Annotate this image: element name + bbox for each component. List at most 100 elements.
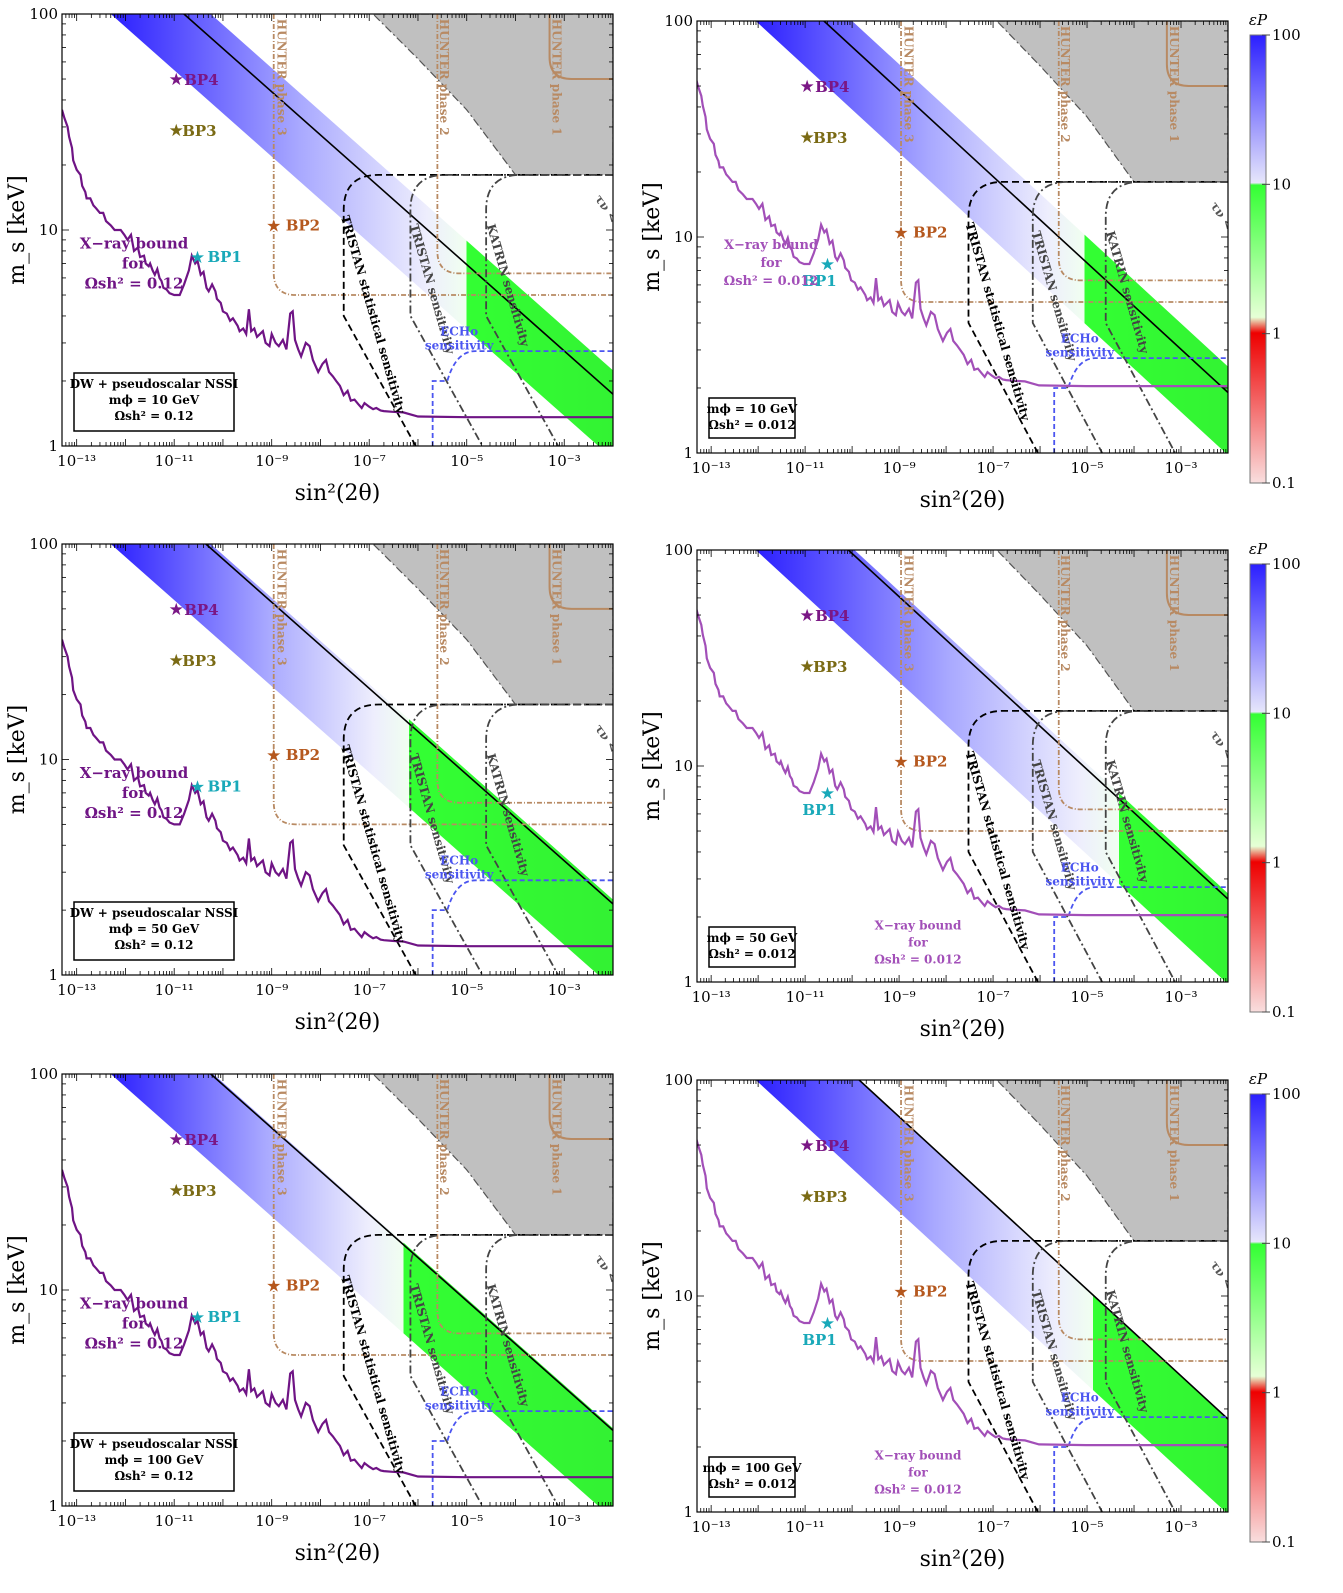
benchmark-star-bp2: ★ xyxy=(893,223,908,243)
benchmark-star-bp4: ★ xyxy=(799,77,814,97)
echo-curve xyxy=(1053,886,1228,982)
colorbar-tick-label: 1 xyxy=(1272,325,1282,343)
x-tick-label: 10⁻¹¹ xyxy=(786,459,825,477)
y-tick-label: 1 xyxy=(48,437,58,455)
hunter-phase2-curve xyxy=(1057,21,1228,282)
colorbar-tick-label: 0.1 xyxy=(1272,474,1296,492)
colorbar-tick-label: 100 xyxy=(1272,26,1301,44)
benchmark-label-bp3: BP3 xyxy=(813,1188,847,1206)
benchmark-label-bp1: BP1 xyxy=(207,1308,241,1326)
xray-bound-label-2: for xyxy=(122,784,147,802)
echo-label: ECHo xyxy=(440,854,478,868)
colorbar-tick-label: 1 xyxy=(1272,1384,1282,1402)
x-tick-label: 10⁻⁷ xyxy=(353,1512,386,1530)
hunter-phase2-curve xyxy=(436,1074,613,1335)
xray-bound-label-2: for xyxy=(908,936,928,950)
hunter-phase1-label: HUNTER phase 1 xyxy=(550,549,564,666)
benchmark-star-bp2: ★ xyxy=(893,752,908,772)
tristan-curve xyxy=(1031,1239,1228,1512)
benchmark-star-bp2: ★ xyxy=(266,216,281,236)
xray-bound-label-3: Ωsh² = 0.012 xyxy=(874,1483,961,1497)
y-axis-label: m_s [keV] xyxy=(5,1235,30,1345)
relic-boundary-line xyxy=(205,544,613,905)
info-box-line-3: Ωsh² = 0.12 xyxy=(114,1469,193,1483)
xray-bound-label-3: Ωsh² = 0.012 xyxy=(724,274,819,289)
y-tick-label: 1 xyxy=(683,1503,693,1521)
info-box-line-1: DW + pseudoscalar NSSI xyxy=(70,377,239,391)
colorbar-tick-label: 0.1 xyxy=(1272,1003,1296,1021)
colorbar-tick-label: 100 xyxy=(1272,555,1301,573)
hunter-phase3-curve xyxy=(900,550,1228,832)
echo-label-2: sensitivity xyxy=(425,868,495,882)
katrin-curve xyxy=(1104,180,1228,453)
y-tick-label: 10 xyxy=(674,1287,693,1305)
y-tick-label: 10 xyxy=(39,751,58,769)
x-tick-label: 10⁻¹¹ xyxy=(155,1512,194,1530)
benchmark-label-bp4: BP4 xyxy=(184,601,218,619)
benchmark-star-bp4: ★ xyxy=(799,1136,814,1156)
benchmark-star-bp2: ★ xyxy=(266,1276,281,1296)
benchmark-label-bp2: BP2 xyxy=(913,223,947,241)
relic-band xyxy=(755,550,1228,982)
benchmark-label-bp1: BP1 xyxy=(802,1331,836,1349)
benchmark-label-bp3: BP3 xyxy=(182,122,216,140)
x-tick-label: 10⁻⁹ xyxy=(255,981,288,999)
xray-bound-label-3: Ωsh² = 0.12 xyxy=(85,804,184,822)
x-tick-label: 10⁻³ xyxy=(1164,988,1197,1006)
axis-ticks xyxy=(696,1080,1229,1513)
chart-panel-1: ★ BP1★ BP2★BP3★ BP4 HUNTER phase 3 HUNTER pha… xyxy=(5,5,614,506)
xray-bound-label-2: for xyxy=(760,256,781,271)
hunter-phase1-curve xyxy=(1165,21,1228,88)
benchmark-label-bp4: BP4 xyxy=(184,71,218,89)
hunter-phase1-curve xyxy=(1165,550,1228,617)
echo-label-2: sensitivity xyxy=(1045,874,1115,888)
echo-label-2: sensitivity xyxy=(1045,1404,1115,1418)
x-tick-label: 10⁻⁷ xyxy=(353,452,386,470)
hunter-phase3-curve xyxy=(272,544,613,826)
benchmark-label-bp4: BP4 xyxy=(184,1131,218,1149)
colorbar-label: εP xyxy=(1249,540,1268,558)
xray-bound-label-3: Ωsh² = 0.012 xyxy=(874,953,961,967)
colorbar-tick-label: 100 xyxy=(1272,1085,1301,1103)
info-box-line-1: DW + pseudoscalar NSSI xyxy=(70,1437,239,1451)
relic-boundary-line xyxy=(210,1074,613,1432)
hunter-phase1-curve xyxy=(1165,1080,1228,1147)
hunter-phase3-label: HUNTER phase 3 xyxy=(901,26,915,143)
x-tick-label: 10⁻⁹ xyxy=(883,459,916,477)
colorbar-label: εP xyxy=(1249,11,1268,29)
axis-ticks xyxy=(61,1074,614,1507)
x-tick-label: 10⁻¹³ xyxy=(692,1518,731,1536)
hunter-phase2-curve xyxy=(436,544,613,804)
info-box-line-3: Ωsh² = 0.12 xyxy=(114,409,193,423)
x-tick-label: 10⁻⁵ xyxy=(450,1512,483,1530)
echo-label-2: sensitivity xyxy=(425,1398,495,1412)
xray-bound-label-2: for xyxy=(122,255,147,273)
x-tick-label: 10⁻¹³ xyxy=(57,981,96,999)
x-tick-label: 10⁻¹³ xyxy=(692,988,731,1006)
x-tick-label: 10⁻³ xyxy=(1164,1518,1197,1536)
chart-panel-3: ★ BP1★ BP2★BP3★ BP4 HUNTER phase 3 HUNTER pha… xyxy=(5,535,614,1035)
hunter-phase2-label: HUNTER phase 2 xyxy=(1058,26,1072,143)
xray-bound-curve xyxy=(62,109,613,419)
info-box-line-3: Ωsh² = 0.12 xyxy=(114,938,193,952)
hunter-phase1-label: HUNTER phase 1 xyxy=(550,1079,564,1196)
hunter-phase1-curve xyxy=(548,544,613,610)
benchmark-label-bp3: BP3 xyxy=(182,1182,216,1200)
chart-panel-4: ★BP1★ BP2★BP3★ BP4 HUNTER phase 3 HUNTER pha… xyxy=(640,541,1229,1042)
x-tick-label: 10⁻³ xyxy=(548,1512,581,1530)
x-tick-label: 10⁻³ xyxy=(548,452,581,470)
info-box xyxy=(73,372,235,432)
benchmark-label-bp3: BP3 xyxy=(813,658,847,676)
y-tick-label: 10 xyxy=(39,1281,58,1299)
benchmark-label-bp1: BP1 xyxy=(207,248,241,266)
info-box-line-2: Ωsh² = 0.012 xyxy=(708,947,795,961)
excluded-region xyxy=(995,550,1228,712)
y-tick-label: 10 xyxy=(674,757,693,775)
xray-bound-label-1: X−ray bound xyxy=(80,235,189,253)
xray-bound-label-1: X−ray bound xyxy=(80,1295,189,1313)
hunter-phase3-label: HUNTER phase 3 xyxy=(274,1079,288,1196)
benchmark-label-bp1: BP1 xyxy=(207,777,241,795)
echo-label: ECHo xyxy=(1061,331,1099,345)
